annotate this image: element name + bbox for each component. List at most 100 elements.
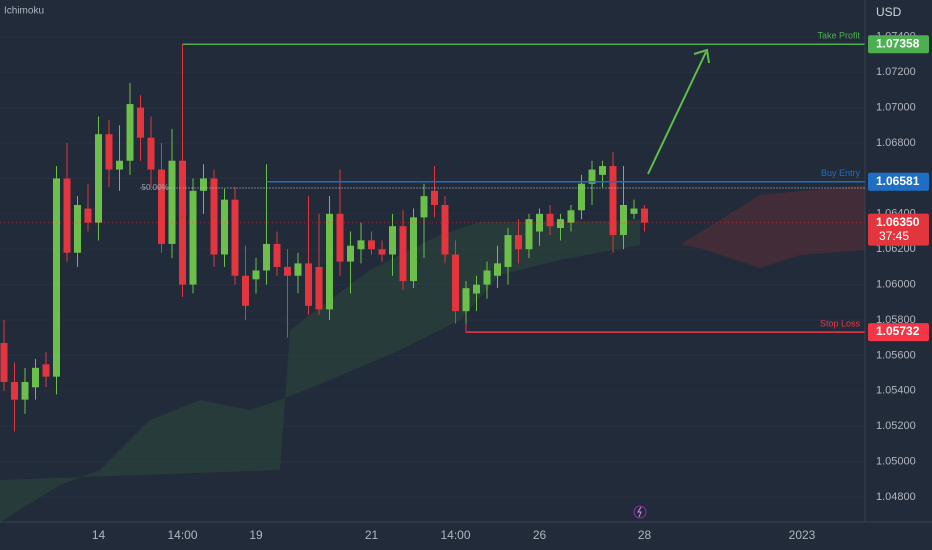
candle-body <box>105 134 113 170</box>
candle-body <box>452 254 459 312</box>
x-tick-label: 14:00 <box>440 528 470 542</box>
y-tick-label: 1.05400 <box>876 385 916 397</box>
candle-body <box>0 343 8 382</box>
level-price-box <box>868 323 929 342</box>
arrow <box>647 51 707 175</box>
candle-body <box>221 199 228 255</box>
y-tick-label: 1.07000 <box>876 102 916 114</box>
countdown: 37:45 <box>879 229 909 243</box>
y-tick-label: 1.05600 <box>876 349 916 361</box>
candle-body <box>399 226 407 282</box>
candle-body <box>357 240 365 250</box>
candle-body <box>294 263 302 276</box>
candle-body <box>126 104 134 161</box>
candle-body <box>389 226 396 255</box>
level-label: Stop Loss <box>820 318 861 328</box>
candle-body <box>630 208 638 214</box>
y-tick-label: 1.05000 <box>876 456 916 468</box>
candle-body <box>252 270 260 280</box>
candle-body <box>567 210 575 223</box>
candle-body <box>473 284 480 294</box>
candle-body <box>168 160 176 244</box>
candle-body <box>210 178 218 255</box>
level-price-box <box>868 35 929 54</box>
y-tick-label: 1.06000 <box>876 279 916 291</box>
candle-body <box>441 204 449 255</box>
event-icon-bolt <box>637 506 642 518</box>
last-price-box <box>868 213 929 246</box>
candle-body <box>557 219 564 228</box>
plot: 50.00% Take Profit Buy Entry Stop Loss <box>0 31 865 432</box>
candle-body <box>137 107 144 138</box>
candle-body <box>599 166 606 175</box>
candle-body <box>641 208 648 223</box>
level-price-box <box>868 172 929 191</box>
candle-body <box>263 243 270 271</box>
candle-body <box>483 270 491 285</box>
candle-body <box>347 245 354 262</box>
grid <box>0 36 865 498</box>
candle-body <box>431 190 438 205</box>
y-tick-label: 1.06200 <box>876 243 916 255</box>
y-tick-label: 1.06800 <box>876 137 916 149</box>
candle-body <box>11 381 18 400</box>
level-price-label: 1.06581 <box>876 174 920 188</box>
y-tick-label: 1.04800 <box>876 491 916 503</box>
candle-body <box>494 263 501 276</box>
x-tick-label: 2023 <box>789 528 816 542</box>
candle-body <box>63 178 71 253</box>
candle-body <box>231 199 239 276</box>
fib-level-label: 50.00% <box>142 183 169 192</box>
last-price-label: 1.06350 <box>876 215 920 229</box>
candle-body <box>368 240 375 250</box>
x-tick-label: 21 <box>365 528 379 542</box>
level-label: Take Profit <box>817 31 860 41</box>
candle-body <box>116 160 123 170</box>
arrow-head <box>693 48 710 64</box>
currency: USD <box>876 5 902 19</box>
level-label: Buy Entry <box>821 168 861 178</box>
event-icon[interactable] <box>633 505 647 519</box>
x-tick-label: 28 <box>638 528 652 542</box>
candle-body <box>32 367 39 388</box>
candle-body <box>620 204 627 236</box>
candle-body <box>158 169 165 244</box>
candle-body <box>42 364 50 377</box>
indicator-label: Ichimoku <box>4 6 44 17</box>
x-tick-label: 14 <box>92 528 106 542</box>
candle-body <box>609 166 617 236</box>
x-tick-label: 19 <box>249 528 263 542</box>
y-tick-label: 1.07200 <box>876 66 916 78</box>
price-axis: 1.04800 1.05000 1.05200 1.05400 1.05600 1.058… <box>92 31 929 542</box>
x-tick-label: 14:00 <box>167 528 197 542</box>
candle-body <box>525 219 533 250</box>
x-tick-label: 26 <box>533 528 547 542</box>
candle-body <box>536 213 543 232</box>
level-price-label: 1.07358 <box>876 36 920 50</box>
candle-body <box>21 381 29 400</box>
candle-body <box>410 217 417 282</box>
candle-body <box>588 169 596 184</box>
candle-body <box>378 249 386 255</box>
candle-body <box>95 134 102 223</box>
candle-body <box>326 213 333 310</box>
candle-body <box>242 275 249 306</box>
candle-body <box>53 178 60 377</box>
ichimoku-cloud <box>680 185 865 268</box>
candle-body <box>74 204 81 253</box>
level-price-label: 1.05732 <box>876 324 920 338</box>
candle-body <box>546 213 554 227</box>
candle-body <box>189 190 197 285</box>
ichimoku-cloud <box>0 220 640 522</box>
candle-body <box>200 178 207 191</box>
candle-body <box>84 208 92 223</box>
candle-body <box>336 213 344 262</box>
candle-body <box>315 266 323 310</box>
candle-body <box>273 243 281 267</box>
candle-body <box>578 183 585 211</box>
y-tick-label: 1.05200 <box>876 420 916 432</box>
candle-body <box>305 263 312 306</box>
candle-body <box>504 235 512 267</box>
candle-body <box>462 288 470 312</box>
